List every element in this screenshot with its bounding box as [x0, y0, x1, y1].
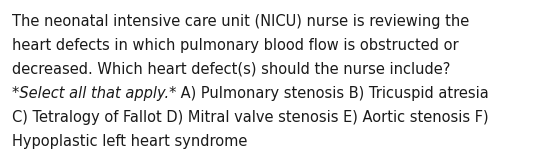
- Text: Hypoplastic left heart syndrome: Hypoplastic left heart syndrome: [12, 134, 247, 149]
- Text: decreased. Which heart defect(s) should the nurse include?: decreased. Which heart defect(s) should …: [12, 62, 450, 77]
- Text: The neonatal intensive care unit (NICU) nurse is reviewing the: The neonatal intensive care unit (NICU) …: [12, 14, 469, 29]
- Text: C) Tetralogy of Fallot D) Mitral valve stenosis E) Aortic stenosis F): C) Tetralogy of Fallot D) Mitral valve s…: [12, 110, 489, 125]
- Text: A) Pulmonary stenosis B) Tricuspid atresia: A) Pulmonary stenosis B) Tricuspid atres…: [176, 86, 489, 101]
- Text: *Select all that apply.*: *Select all that apply.*: [12, 86, 176, 101]
- Text: heart defects in which pulmonary blood flow is obstructed or: heart defects in which pulmonary blood f…: [12, 38, 459, 53]
